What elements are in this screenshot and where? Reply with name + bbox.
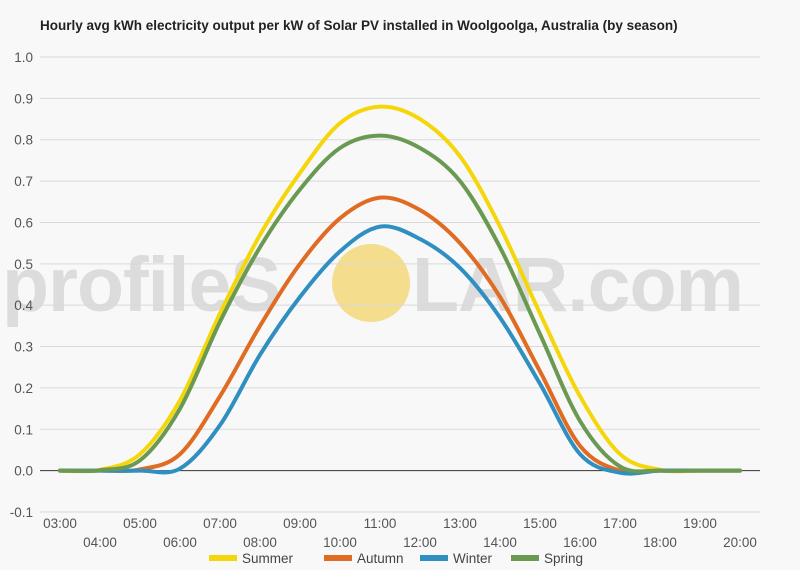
x-tick-label: 12:00 (403, 535, 437, 550)
x-tick-label: 09:00 (283, 516, 317, 531)
x-tick-label: 05:00 (123, 516, 157, 531)
y-tick-label: 1.0 (14, 50, 33, 65)
legend-swatch-autumn (324, 555, 352, 561)
series-line-spring (58, 133, 742, 474)
x-tick-label: 06:00 (163, 535, 197, 550)
legend-swatch-spring (511, 555, 539, 561)
x-tick-label: 15:00 (523, 516, 557, 531)
x-tick-label: 14:00 (483, 535, 517, 550)
watermark-right-text: LAR.com (412, 242, 743, 328)
legend-swatch-winter (420, 555, 448, 561)
y-tick-label: 0.6 (14, 215, 33, 230)
x-tick-label: 03:00 (43, 516, 77, 531)
chart-title: Hourly avg kWh electricity output per kW… (40, 18, 678, 33)
y-tick-label: 0.2 (14, 381, 33, 396)
legend: Summer Autumn Winter Spring (209, 551, 583, 566)
x-tick-label: 20:00 (723, 535, 757, 550)
x-tick-label: 07:00 (203, 516, 237, 531)
y-tick-label: 0.7 (14, 174, 33, 189)
y-tick-label: 0.8 (14, 133, 33, 148)
y-tick-label: 0.3 (14, 340, 33, 355)
x-tick-label: 04:00 (83, 535, 117, 550)
x-tick-label: 17:00 (603, 516, 637, 531)
y-tick-label: 0.5 (14, 257, 33, 272)
x-axis-ticks: 03:00 04:00 05:00 06:00 07:00 08:00 09:00 10:00… (43, 516, 757, 550)
y-tick-label: 0.1 (14, 422, 33, 437)
y-tick-label: 0.4 (14, 298, 33, 313)
legend-label-spring: Spring (544, 551, 583, 566)
series-lines (58, 104, 742, 476)
x-tick-label: 18:00 (643, 535, 677, 550)
x-tick-label: 19:00 (683, 516, 717, 531)
legend-label-summer: Summer (242, 551, 294, 566)
x-tick-label: 08:00 (243, 535, 277, 550)
y-tick-label: 0.0 (14, 464, 33, 479)
legend-swatch-summer (209, 555, 237, 561)
watermark-sun-icon (332, 244, 410, 322)
x-tick-label: 10:00 (323, 535, 357, 550)
x-tick-label: 13:00 (443, 516, 477, 531)
y-tick-label: -0.1 (10, 505, 33, 520)
watermark: profileS LAR.com (2, 242, 744, 328)
series-line-summer (58, 104, 742, 474)
legend-label-autumn: Autumn (357, 551, 404, 566)
x-tick-label: 11:00 (364, 516, 397, 531)
y-axis-ticks: -0.1 0.0 0.1 0.2 0.3 0.4 0.5 0.6 0.7 0.8 0.9 1.0 (10, 50, 34, 520)
series-line-winter (58, 224, 742, 476)
y-tick-label: 0.9 (14, 91, 33, 106)
x-tick-label: 16:00 (563, 535, 597, 550)
legend-label-winter: Winter (453, 551, 493, 566)
series-line-autumn (58, 195, 742, 475)
